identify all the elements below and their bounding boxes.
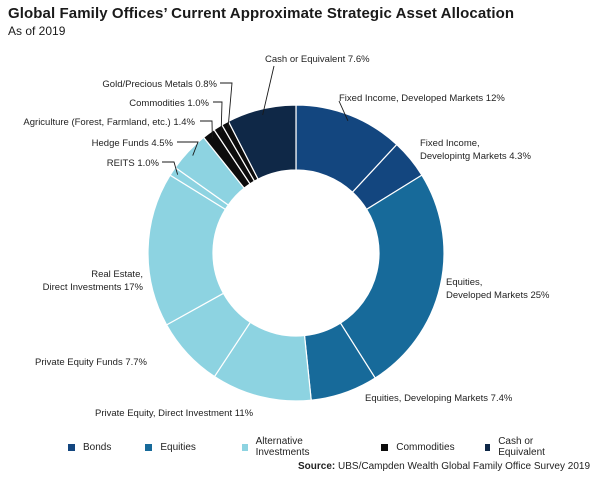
- leader-cash-or-equivalent: [262, 65, 275, 116]
- donut-chart: Fixed Income, Developed Markets 12% Fixed…: [23, 54, 550, 419]
- legend-swatch: [381, 443, 389, 451]
- leader-gold-precious-metals: [220, 82, 233, 129]
- legend-label: Commodities: [396, 441, 455, 453]
- label-private-equity-funds: Private Equity Funds 7.7%: [35, 357, 147, 368]
- legend-label: Bonds: [83, 441, 112, 453]
- leader-reits: [162, 161, 179, 175]
- label-reits: REITS 1.0%: [107, 158, 160, 169]
- legend-label: Cash or Equivalent: [498, 436, 545, 458]
- chart-title: Global Family Offices’ Current Approxima…: [8, 5, 515, 22]
- slice-cash-or-equivalent: [227, 104, 297, 180]
- donut-slices: [147, 104, 445, 402]
- slice-equities-developed-markets: [339, 174, 445, 379]
- label-hedge-funds: Hedge Funds 4.5%: [92, 138, 174, 149]
- legend-swatch: [145, 443, 153, 451]
- leader-agriculture-forest-farmland-etc: [200, 120, 213, 139]
- source-note: Source: UBS/Campden Wealth Global Family…: [298, 461, 590, 472]
- source-label: Source:: [298, 461, 336, 472]
- legend-swatch: [241, 443, 248, 451]
- label-fixed-income-developed-markets: Fixed Income, Developed Markets 12%: [339, 93, 505, 104]
- legend-label: Alternative Investments: [255, 436, 310, 458]
- label-commodities: Commodities 1.0%: [129, 98, 209, 109]
- legend-swatch: [68, 443, 75, 451]
- label-equities-developing-markets: Equities, Developing Markets 7.4%: [365, 393, 513, 404]
- label-equities-developed-markets: Equities, Developed Markets 25%: [446, 277, 550, 301]
- source-text: UBS/Campden Wealth Global Family Office …: [338, 461, 590, 472]
- legend-label: Equities: [160, 441, 196, 453]
- leader-fixed-income-developed-markets: [338, 100, 349, 122]
- label-agriculture-forest-farmland-etc: Agriculture (Forest, Farmland, etc.) 1.4…: [23, 117, 195, 128]
- leader-lines: [162, 65, 349, 175]
- slice-labels: Fixed Income, Developed Markets 12% Fixed…: [23, 54, 550, 419]
- legend: Bonds Equities Alternative Investments Comm…: [68, 436, 600, 458]
- legend-item-alternative-investments: Alternative Investments: [241, 436, 339, 458]
- label-private-equity-direct-investment: Private Equity, Direct Investment 11%: [95, 408, 254, 419]
- label-gold-precious-metals: Gold/Precious Metals 0.8%: [102, 79, 217, 90]
- label-fixed-income-developintg-markets: Fixed Income, Developintg Markets 4.3%: [420, 138, 531, 162]
- legend-item-commodities: Commodities: [381, 436, 455, 458]
- leader-hedge-funds: [177, 141, 199, 156]
- legend-item-cash-or-equivalent: Cash or Equivalent: [484, 436, 566, 458]
- label-cash-or-equivalent: Cash or Equivalent 7.6%: [265, 54, 370, 65]
- chart-subtitle: As of 2019: [8, 24, 66, 38]
- legend-item-bonds: Bonds: [68, 436, 111, 458]
- leader-commodities: [213, 101, 223, 133]
- legend-item-equities: Equities: [145, 436, 196, 458]
- label-real-estate-direct-investments: Real Estate, Direct Investments 17%: [43, 269, 144, 293]
- legend-swatch: [484, 443, 491, 451]
